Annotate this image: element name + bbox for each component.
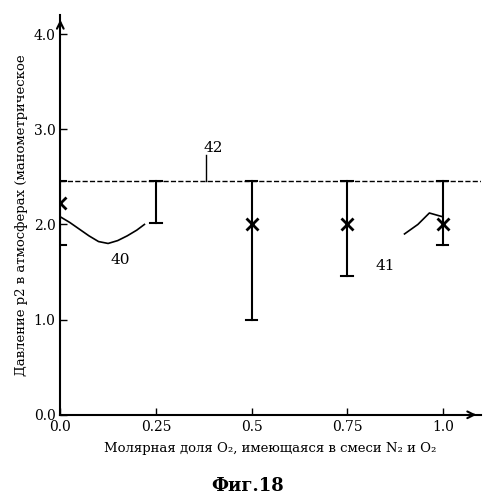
Text: 42: 42 [204,141,223,155]
X-axis label: Молярная доля O₂, имеющаяся в смеси N₂ и O₂: Молярная доля O₂, имеющаяся в смеси N₂ и… [105,442,437,455]
Text: 40: 40 [110,254,129,268]
Text: Фиг.18: Фиг.18 [212,477,284,495]
Text: 41: 41 [376,259,395,273]
Y-axis label: Давление p2 в атмосферах (манометрическое: Давление p2 в атмосферах (манометрическо… [15,54,28,376]
